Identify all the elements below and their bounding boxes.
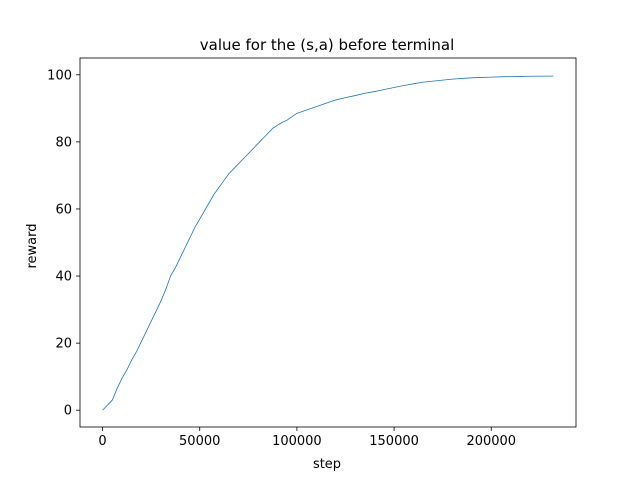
y-tick-label-5: 100 — [47, 68, 72, 83]
y-tick-label-2: 40 — [55, 270, 72, 285]
plot-area: 0 50000 100000 150000 200000 0 20 40 60 80 100 — [47, 57, 577, 449]
y-tick-label-0: 0 — [64, 404, 72, 419]
y-tick-label-3: 60 — [55, 202, 72, 217]
x-tick-label-2: 100000 — [272, 434, 322, 449]
y-axis-label: reward — [25, 223, 40, 268]
y-tick-label-1: 20 — [55, 337, 72, 352]
x-tick-label-0: 0 — [98, 434, 106, 449]
x-tick-label-1: 50000 — [179, 434, 220, 449]
series-line-0 — [102, 75, 554, 411]
y-tick-label-4: 80 — [55, 135, 72, 150]
x-axis-label: step — [313, 457, 341, 472]
x-tick-label-3: 150000 — [369, 434, 419, 449]
axes-frame — [79, 57, 577, 428]
chart-title: value for the (s,a) before terminal — [200, 36, 454, 54]
x-tick-label-4: 200000 — [466, 434, 516, 449]
